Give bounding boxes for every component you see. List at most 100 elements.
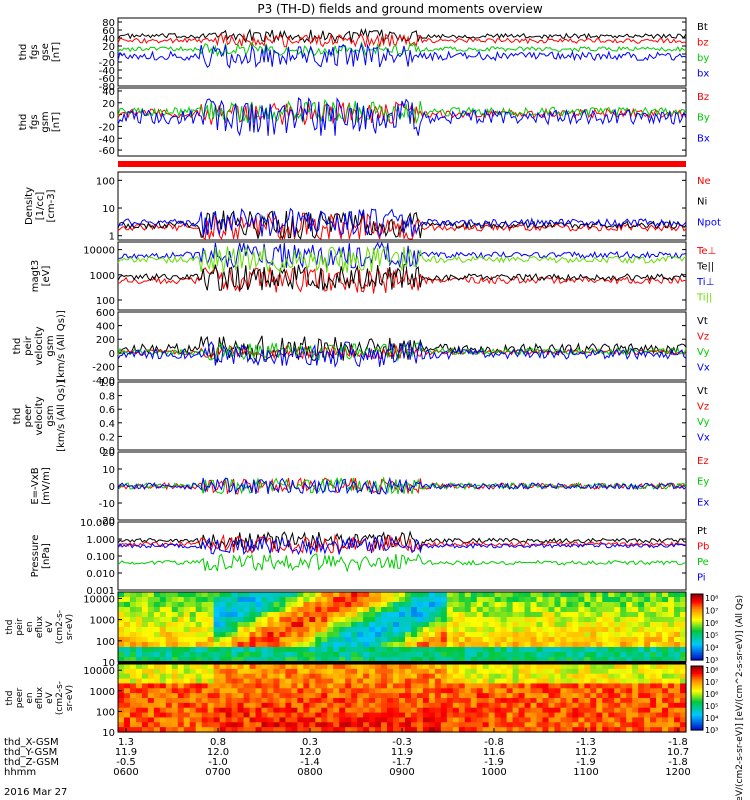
spectrogram-cell (249, 702, 257, 709)
spectrogram-cell (387, 602, 394, 608)
spectrogram-cell (650, 673, 657, 680)
spectrogram-cell (399, 612, 406, 618)
spectrogram-cell (458, 607, 466, 613)
spectrogram-cell (404, 693, 412, 699)
spectrogram-cell (231, 727, 239, 733)
spectrogram-cell (291, 722, 298, 728)
spectrogram-cell (225, 707, 233, 714)
spectrogram-cell (584, 642, 591, 648)
spectrogram-cell (303, 712, 310, 719)
spectrogram-cell (470, 602, 478, 608)
spectrogram-cell (135, 632, 143, 638)
spectrogram-cell (422, 693, 430, 699)
spectrogram-cell (446, 632, 454, 638)
spectrogram-cell (399, 607, 406, 613)
spectrogram-cell (357, 668, 364, 675)
spectrogram-cell (620, 673, 627, 680)
spectrogram-cell (261, 602, 269, 608)
spectrogram-cell (638, 707, 645, 714)
spectrogram-cell (530, 693, 538, 699)
spectrogram-cell (118, 632, 125, 638)
legend-bz: bz (697, 38, 709, 49)
spectrogram-cell (614, 678, 621, 685)
spectrogram-cell (584, 683, 591, 689)
spectrogram-cell (387, 637, 394, 643)
spectrogram-cell (213, 664, 221, 670)
spectrogram-cell (345, 602, 352, 608)
spectrogram-cell (632, 673, 639, 680)
y-tick-label: -60 (99, 74, 115, 85)
spectrogram-cell (488, 727, 496, 733)
spectrogram-cell (542, 717, 550, 723)
spectrogram-cell (626, 698, 633, 704)
spectrogram-cell (375, 652, 382, 658)
spectrogram-cell (470, 657, 478, 663)
spectrogram-cell (650, 664, 657, 670)
spectrogram-cell (177, 617, 185, 623)
spectrogram-cell (656, 607, 663, 613)
legend-Npot: Npot (697, 217, 721, 228)
spectrogram-cell (470, 712, 478, 719)
spectrogram-cell (309, 712, 316, 719)
spectrogram-cell (416, 707, 424, 714)
spectrogram-cell (542, 688, 550, 694)
spectrogram-cell (632, 702, 639, 709)
spectrogram-cell (650, 693, 657, 699)
spectrogram-cell (440, 637, 448, 643)
spectrogram-cell (303, 617, 310, 623)
spectrogram-cell (309, 664, 316, 670)
colorbar-tick-label: 10⁶ (705, 619, 718, 628)
spectrogram-cell (536, 688, 544, 694)
legend-Vz: Vz (697, 402, 709, 413)
spectrogram-cell (410, 668, 418, 675)
spectrogram-cell (357, 702, 364, 709)
spectrogram-cell (446, 688, 454, 694)
spectrogram-cell (369, 712, 376, 719)
spectrogram-cell (321, 698, 328, 704)
spectrogram-cell (141, 683, 149, 689)
spectrogram-cell (668, 647, 675, 653)
spectrogram-cell (135, 657, 143, 663)
spectrogram-cell (159, 637, 167, 643)
spectrogram-cell (345, 688, 352, 694)
spectrogram-cell (416, 637, 424, 643)
spectrogram-cell (440, 612, 448, 618)
spectrogram-cell (321, 622, 328, 628)
spectrogram-cell (183, 637, 191, 643)
spectrogram-cell (291, 652, 298, 658)
spectrogram-cell (393, 657, 400, 663)
spectrogram-cell (626, 722, 633, 728)
y-tick-label: 10.000 (80, 518, 115, 529)
spectrogram-cell (249, 722, 257, 728)
spectrogram-cell (225, 678, 233, 685)
spectrogram-cell (590, 592, 597, 598)
spectrogram-cell (375, 632, 382, 638)
spectrogram-cell (458, 602, 466, 608)
spectrogram-cell (554, 668, 562, 675)
spectrogram-cell (434, 652, 442, 658)
spectrogram-cell (578, 717, 585, 723)
spectrogram-cell (189, 707, 197, 714)
spectrogram-cell (153, 683, 161, 689)
spectrogram-cell (159, 602, 167, 608)
spectrogram-cell (566, 668, 573, 675)
spectrogram-cell (303, 668, 310, 675)
spectrogram-cell (446, 597, 454, 603)
spectrogram-cell (482, 727, 490, 733)
spectrogram-cell (291, 597, 298, 603)
spectrogram-cell (590, 602, 597, 608)
spectrogram-cell (524, 722, 532, 728)
spectrogram-cell (416, 642, 424, 648)
legend-Ex: Ex (697, 497, 709, 508)
spectrogram-cell (458, 622, 466, 628)
spectrogram-cell (602, 647, 609, 653)
spectrogram-cell (129, 702, 137, 709)
x-tick-label: -1.8 (668, 757, 688, 768)
spectrogram-cell (243, 622, 251, 628)
spectrogram-cell (273, 664, 281, 670)
spectrogram-cell (542, 642, 550, 648)
spectrogram-cell (440, 702, 448, 709)
spectrogram-cell (608, 693, 615, 699)
spectrogram-cell (327, 678, 334, 685)
spectrogram-cell (488, 652, 496, 658)
